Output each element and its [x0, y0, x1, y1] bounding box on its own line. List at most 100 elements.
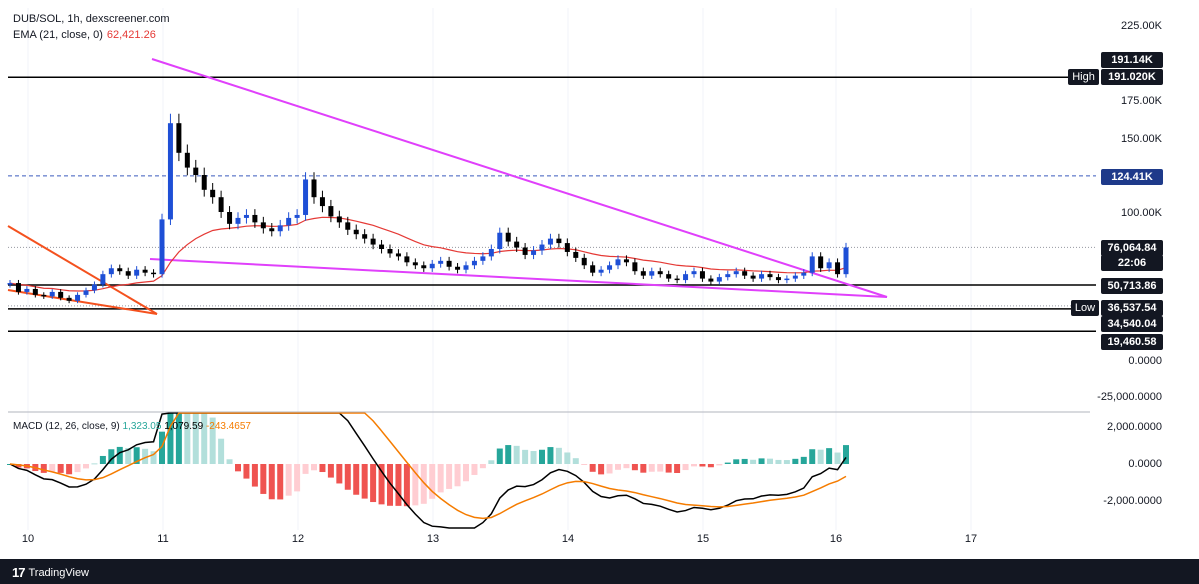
macd-line — [9, 412, 847, 529]
macd-histogram-bar — [327, 464, 334, 478]
candle-body — [683, 274, 689, 281]
macd-histogram-bar — [758, 458, 765, 464]
high-value-tag: 191.020K — [1101, 69, 1163, 85]
macd-histogram-bar — [412, 464, 419, 506]
candle-body — [818, 256, 824, 269]
macd-histogram-bar — [201, 413, 208, 464]
candle-body — [699, 271, 705, 279]
tradingview-logo[interactable]: 17 TradingView — [12, 565, 89, 580]
macd-histogram-bar — [555, 447, 562, 464]
candle-body — [91, 284, 97, 291]
macd-histogram-bar — [159, 431, 165, 464]
candle-body — [294, 214, 300, 218]
macd-axis-label: 0.0000 — [1128, 458, 1162, 470]
candle-body — [573, 251, 579, 258]
candle-body — [395, 253, 401, 257]
macd-histogram-bar — [49, 464, 56, 472]
macd-label: MACD (12, 26, close, 9) — [13, 421, 120, 432]
macd-histogram-bar — [226, 459, 233, 464]
macd-histogram-bar — [809, 449, 816, 464]
candle-body — [243, 214, 249, 218]
macd-histogram-bar — [302, 464, 309, 474]
macd-histogram-bar — [750, 459, 757, 464]
high-label-tag: High — [1068, 69, 1099, 85]
candle-body — [691, 271, 697, 275]
macd-histogram-bar — [429, 464, 436, 499]
macd-histogram-bar — [209, 417, 216, 464]
candle-body — [505, 232, 511, 242]
candle-body — [421, 265, 427, 269]
candle-body — [438, 260, 444, 264]
candle-body — [387, 249, 393, 254]
candle-body — [235, 217, 241, 224]
candle-body — [742, 271, 748, 276]
candle-body — [260, 222, 266, 229]
price-axis-label: 100.00K — [1121, 207, 1162, 219]
macd-histogram-bar — [691, 464, 697, 467]
candle-body — [429, 263, 435, 269]
macd-histogram-bar — [336, 464, 343, 484]
candle-body — [277, 225, 283, 232]
footer-bar: 17 TradingView — [0, 559, 1199, 584]
macd-histogram-bar — [631, 464, 638, 471]
level3-tag: 19,460.58 — [1101, 334, 1163, 350]
macd-histogram-bar — [260, 464, 267, 494]
macd-histogram-bar — [741, 458, 748, 464]
candle-body — [531, 250, 537, 255]
candle-body — [623, 259, 629, 263]
macd-histogram-bar — [91, 463, 98, 465]
candle-body — [370, 238, 376, 245]
support-level-tag: 50,713.86 — [1101, 278, 1163, 294]
macd-line-value: 1,079.59 — [164, 421, 204, 432]
ema-legend[interactable]: EMA (21, close, 0) 62,421.26 — [13, 29, 160, 41]
candle-body — [7, 283, 13, 285]
macd-histogram-bar — [775, 459, 782, 464]
macd-histogram-bar — [251, 464, 258, 487]
macd-histogram-bar — [268, 464, 275, 500]
candle-body — [733, 271, 739, 275]
candle-body — [176, 123, 182, 153]
wedge-upper-line — [7, 225, 158, 315]
candle-body — [134, 269, 140, 276]
x-axis-label: 15 — [696, 533, 710, 545]
macd-histogram-bar — [235, 464, 241, 472]
macd-legend[interactable]: MACD (12, 26, close, 9) 1,323.05 1,079.5… — [13, 421, 251, 432]
candle-body — [649, 271, 655, 276]
macd-histogram-bar — [66, 464, 73, 475]
macd-histogram-bar — [99, 455, 106, 464]
macd-histogram-bar — [615, 464, 621, 470]
candle-body — [227, 212, 233, 224]
macd-histogram-bar — [471, 464, 478, 475]
macd-histogram-bar — [15, 464, 22, 468]
macd-histogram-bar — [792, 458, 799, 464]
candle-body — [801, 272, 807, 276]
candle-body — [201, 175, 207, 190]
candle-body — [775, 277, 781, 281]
candle-body — [49, 291, 55, 297]
candle-body — [218, 197, 224, 212]
x-axis-label: 17 — [964, 533, 978, 545]
macd-histogram-bar — [530, 451, 537, 464]
macd-histogram-bar — [707, 464, 714, 468]
x-axis-label: 12 — [291, 533, 305, 545]
candle-body — [269, 228, 275, 232]
candle-body — [809, 256, 815, 273]
macd-histogram-bar — [606, 464, 613, 474]
candle-body — [362, 234, 368, 239]
macd-histogram-bar — [564, 452, 571, 464]
macd-histogram-bar — [522, 449, 529, 464]
macd-histogram-value: 1,323.05 — [122, 421, 162, 432]
candle-body — [826, 262, 832, 269]
price-axis-label: 150.00K — [1121, 133, 1162, 145]
macd-histogram-bar — [674, 464, 681, 474]
symbol-title: DUB/SOL, 1h, dexscreener.com — [13, 13, 170, 25]
macd-histogram-bar — [83, 464, 89, 469]
candle-body — [598, 269, 604, 273]
candle-body — [590, 265, 596, 273]
candle-body — [108, 268, 114, 275]
candle-body — [674, 278, 680, 281]
macd-histogram-bar — [294, 464, 301, 492]
candle-body — [311, 179, 317, 198]
candle-body — [353, 229, 359, 235]
